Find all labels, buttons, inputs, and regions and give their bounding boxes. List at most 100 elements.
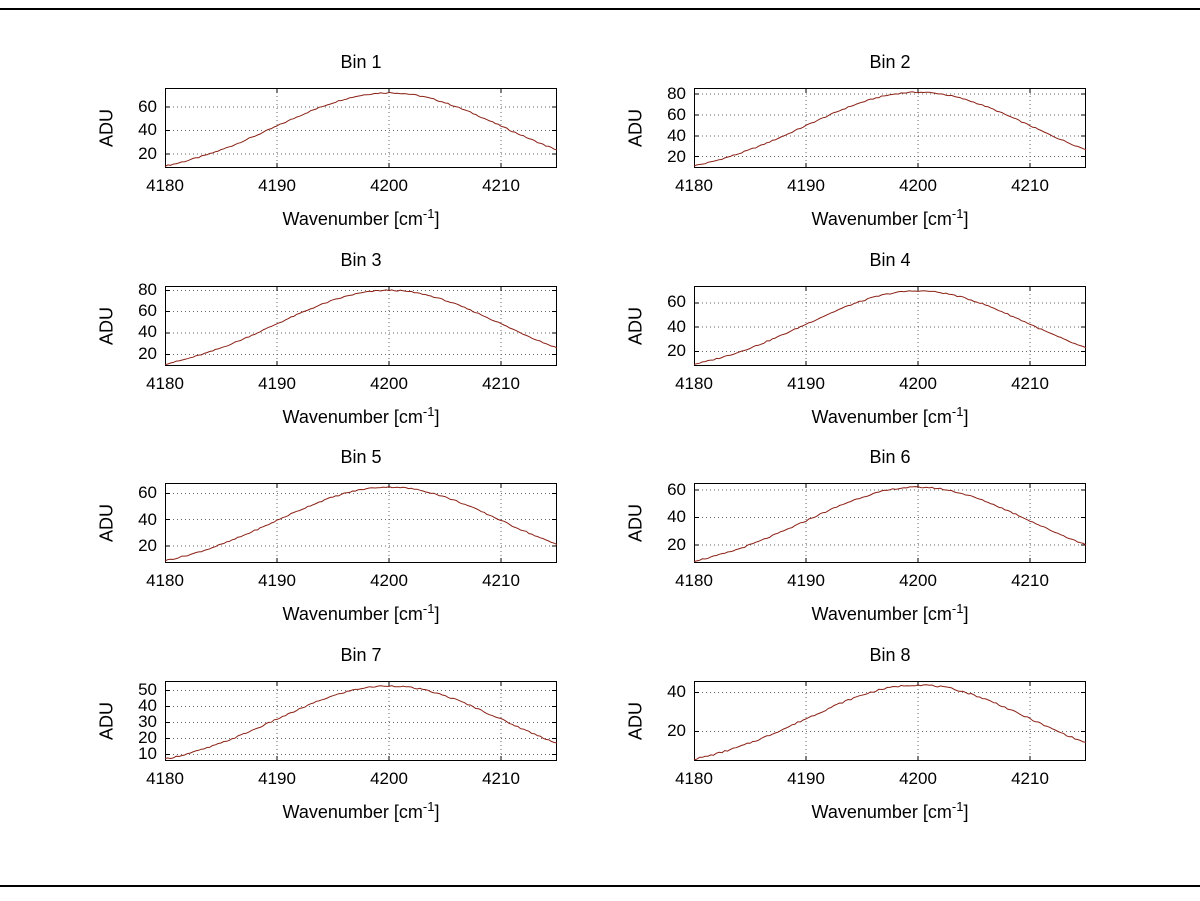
axis-box — [165, 680, 557, 761]
y-tick-label: 60 — [138, 301, 157, 321]
data-line — [164, 288, 558, 365]
y-tick-label: 20 — [138, 143, 157, 163]
y-tick-label: 40 — [138, 120, 157, 140]
y-tick-label: 50 — [138, 680, 157, 700]
x-axis-label: Wavenumber [cm-1] — [811, 798, 969, 822]
figure-border-bottom — [0, 885, 1200, 887]
y-tick-label: 40 — [667, 316, 686, 336]
x-tick-label: 4190 — [258, 571, 296, 590]
x-tick-label: 4180 — [146, 571, 184, 590]
x-axis-label-superscript: -1 — [422, 206, 435, 221]
subplot-bin-3: Bin 3 ADU Wavenumber [cm-1] 20 40 60 80 4180 419… — [97, 250, 558, 427]
x-tick-label: 4210 — [482, 176, 520, 195]
x-axis-label-superscript: -1 — [951, 403, 964, 419]
y-tick-label: 60 — [667, 292, 686, 312]
data-line — [693, 289, 1087, 365]
y-tick-label: 40 — [138, 696, 157, 716]
plot-area — [693, 680, 1087, 761]
x-tick-label: 4200 — [899, 176, 937, 195]
subplot-bin-7: Bin 7 ADU Wavenumber [cm-1] 10 20 30 40 50 4180 4… — [97, 645, 558, 822]
plot-area — [164, 88, 558, 168]
y-tick-label: 20 — [138, 343, 157, 363]
plot-area — [693, 88, 1087, 168]
y-tick-label: 20 — [667, 535, 686, 555]
axis-box — [694, 483, 1086, 563]
data-line — [693, 683, 1087, 760]
x-tick-label: 4210 — [1011, 176, 1049, 195]
subplot-title: Bin 1 — [340, 52, 382, 72]
data-line — [164, 485, 558, 562]
axis-box — [165, 88, 557, 168]
x-tick-label: 4180 — [146, 768, 184, 788]
x-tick-label: 4190 — [787, 571, 825, 590]
y-tick-label: 60 — [667, 479, 686, 499]
x-axis-label-superscript: -1 — [951, 206, 964, 221]
y-tick-label: 20 — [667, 146, 686, 166]
y-tick-label: 20 — [667, 721, 686, 741]
y-tick-label: 60 — [138, 96, 157, 116]
x-axis-label-superscript: -1 — [951, 798, 964, 814]
x-tick-label: 4200 — [370, 373, 408, 393]
x-tick-label: 4210 — [1011, 571, 1049, 590]
x-tick-label: 4190 — [787, 373, 825, 393]
axis-box — [694, 680, 1086, 761]
x-tick-label: 4210 — [482, 571, 520, 590]
y-tick-label: 60 — [138, 483, 157, 503]
x-axis-label: Wavenumber [cm-1] — [282, 601, 440, 624]
y-tick-label: 10 — [138, 744, 157, 764]
plot-area — [693, 483, 1087, 563]
x-tick-label: 4210 — [1011, 768, 1049, 788]
x-tick-label: 4180 — [675, 571, 713, 590]
x-tick-label: 4210 — [1011, 373, 1049, 393]
y-tick-label: 40 — [138, 509, 157, 529]
subplot-title: Bin 8 — [869, 644, 911, 665]
x-tick-label: 4200 — [370, 176, 408, 195]
x-tick-label: 4200 — [899, 571, 937, 590]
subplot-title: Bin 2 — [869, 52, 911, 72]
x-tick-label: 4180 — [675, 176, 713, 195]
subplot-bin-1: Bin 1 ADU Wavenumber [cm-1] 20 40 60 4180 4190 4… — [97, 52, 558, 229]
axis-box — [165, 285, 557, 366]
data-line — [164, 684, 558, 759]
x-tick-label: 4190 — [258, 768, 296, 788]
y-tick-label: 80 — [667, 84, 686, 104]
x-tick-label: 4210 — [482, 768, 520, 788]
subplot-bin-2: Bin 2 ADU Wavenumber [cm-1] 20 40 60 80 4180 419… — [626, 52, 1087, 229]
x-axis-label: Wavenumber [cm-1] — [282, 206, 440, 229]
subplot-title: Bin 6 — [869, 447, 911, 467]
x-axis-label: Wavenumber [cm-1] — [282, 403, 440, 427]
x-tick-label: 4180 — [675, 768, 713, 788]
axis-box — [694, 88, 1086, 168]
x-tick-label: 4200 — [899, 768, 937, 788]
plot-area — [164, 483, 558, 563]
data-line — [693, 486, 1087, 563]
y-tick-label: 30 — [138, 712, 157, 732]
y-tick-label: 40 — [667, 682, 686, 702]
x-tick-label: 4190 — [787, 176, 825, 195]
y-tick-label: 60 — [667, 105, 686, 124]
x-tick-label: 4180 — [146, 373, 184, 393]
x-tick-label: 4200 — [899, 373, 937, 393]
x-tick-label: 4200 — [370, 571, 408, 590]
subplot-title: Bin 3 — [340, 249, 382, 270]
x-axis-label: Wavenumber [cm-1] — [811, 206, 969, 229]
y-tick-label: 20 — [138, 728, 157, 748]
y-tick-label: 20 — [667, 340, 686, 360]
x-axis-label: Wavenumber [cm-1] — [811, 403, 969, 427]
x-axis-label: Wavenumber [cm-1] — [811, 601, 969, 624]
plot-area — [164, 285, 558, 366]
x-tick-label: 4190 — [258, 176, 296, 195]
subplot-title: Bin 4 — [869, 249, 911, 270]
y-tick-label: 20 — [138, 535, 157, 555]
x-tick-label: 4210 — [482, 373, 520, 393]
x-tick-label: 4180 — [146, 176, 184, 195]
plot-area — [164, 680, 558, 761]
x-tick-label: 4200 — [370, 768, 408, 788]
subplot-title: Bin 7 — [340, 644, 382, 665]
y-tick-label: 40 — [667, 507, 686, 527]
x-axis-label: Wavenumber [cm-1] — [282, 798, 440, 822]
data-line — [693, 91, 1087, 167]
x-axis-label-superscript: -1 — [951, 601, 964, 616]
subplot-bin-5: Bin 5 ADU Wavenumber [cm-1] 20 40 60 4180 4190 4… — [97, 447, 558, 624]
